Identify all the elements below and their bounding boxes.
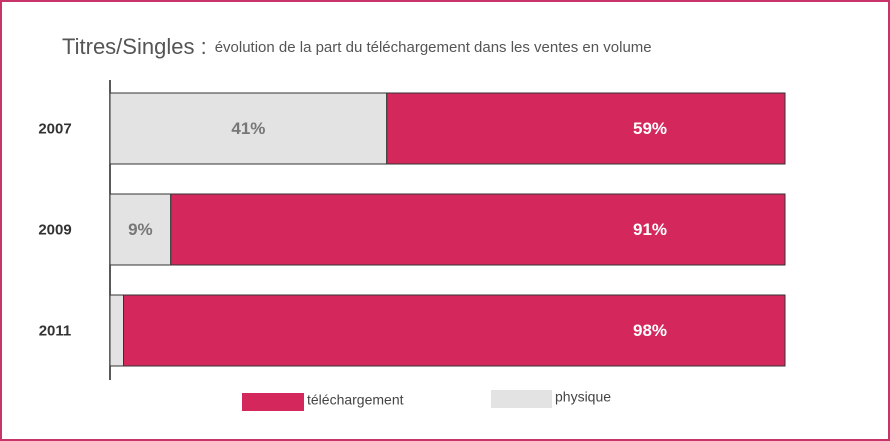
subtitle: évolution de la part du téléchargement d… — [215, 39, 652, 56]
value-label: 9% — [128, 220, 153, 239]
legend-label: physique — [555, 389, 611, 405]
legend-label: téléchargement — [307, 392, 404, 408]
value-label: 41% — [231, 119, 265, 138]
value-label: 98% — [633, 321, 667, 340]
y-tick-label: 2009 — [38, 221, 71, 238]
value-label: 91% — [633, 220, 667, 239]
bar-segment — [109, 193, 172, 266]
legend-swatch — [491, 390, 552, 408]
legend-swatch — [242, 393, 304, 411]
bar-segment — [386, 92, 786, 165]
bar-segment — [170, 193, 786, 266]
bar-segment — [123, 294, 786, 367]
bar-segment — [109, 294, 124, 367]
chart-title: Titres/Singles : évolution de la part du … — [62, 34, 652, 59]
title: Titres/Singles : — [62, 34, 207, 59]
value-label: 59% — [633, 119, 667, 138]
y-tick-label: 2007 — [38, 120, 71, 137]
y-tick-label: 2011 — [39, 322, 72, 339]
